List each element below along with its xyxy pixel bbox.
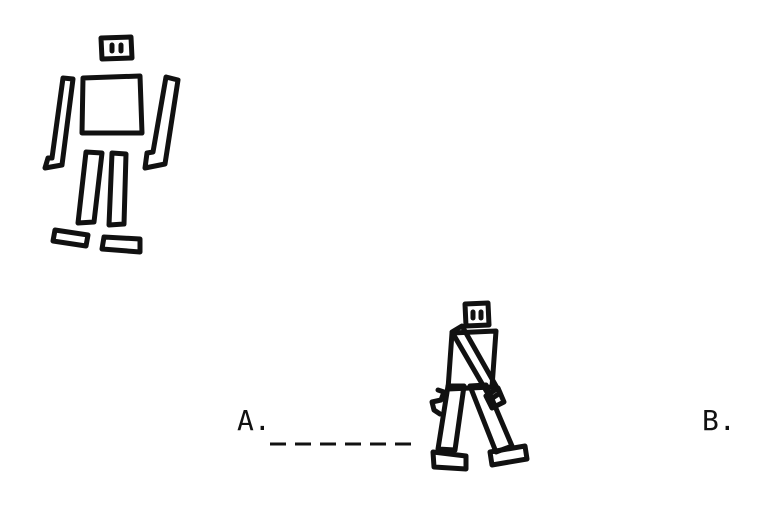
- standing-robot: [42, 34, 181, 255]
- point-a-label: A.: [237, 404, 271, 437]
- walking-robot-foot-rear: [430, 449, 469, 472]
- standing-robot-arm-right: [142, 74, 181, 171]
- walking-robot-torso: [445, 328, 499, 392]
- standing-robot-head: [98, 34, 135, 62]
- walking-robot-leg-rear: [435, 383, 467, 453]
- walking-robot-leg-front: [467, 382, 515, 455]
- standing-robot-leg-left: [75, 149, 105, 226]
- walking-robot-hand: [483, 385, 507, 411]
- walking-robot-foot-front: [487, 443, 530, 468]
- standing-robot-leg-right: [106, 150, 129, 228]
- standing-robot-torso: [79, 73, 145, 136]
- standing-robot-arm-left: [42, 75, 76, 171]
- standing-robot-foot-left: [50, 227, 91, 249]
- walking-robot: [429, 300, 530, 472]
- walking-robot-head: [462, 300, 492, 329]
- point-b-label: B.: [702, 404, 736, 437]
- standing-robot-foot-right: [99, 234, 143, 255]
- walking-robot-rear-hand: [429, 387, 447, 417]
